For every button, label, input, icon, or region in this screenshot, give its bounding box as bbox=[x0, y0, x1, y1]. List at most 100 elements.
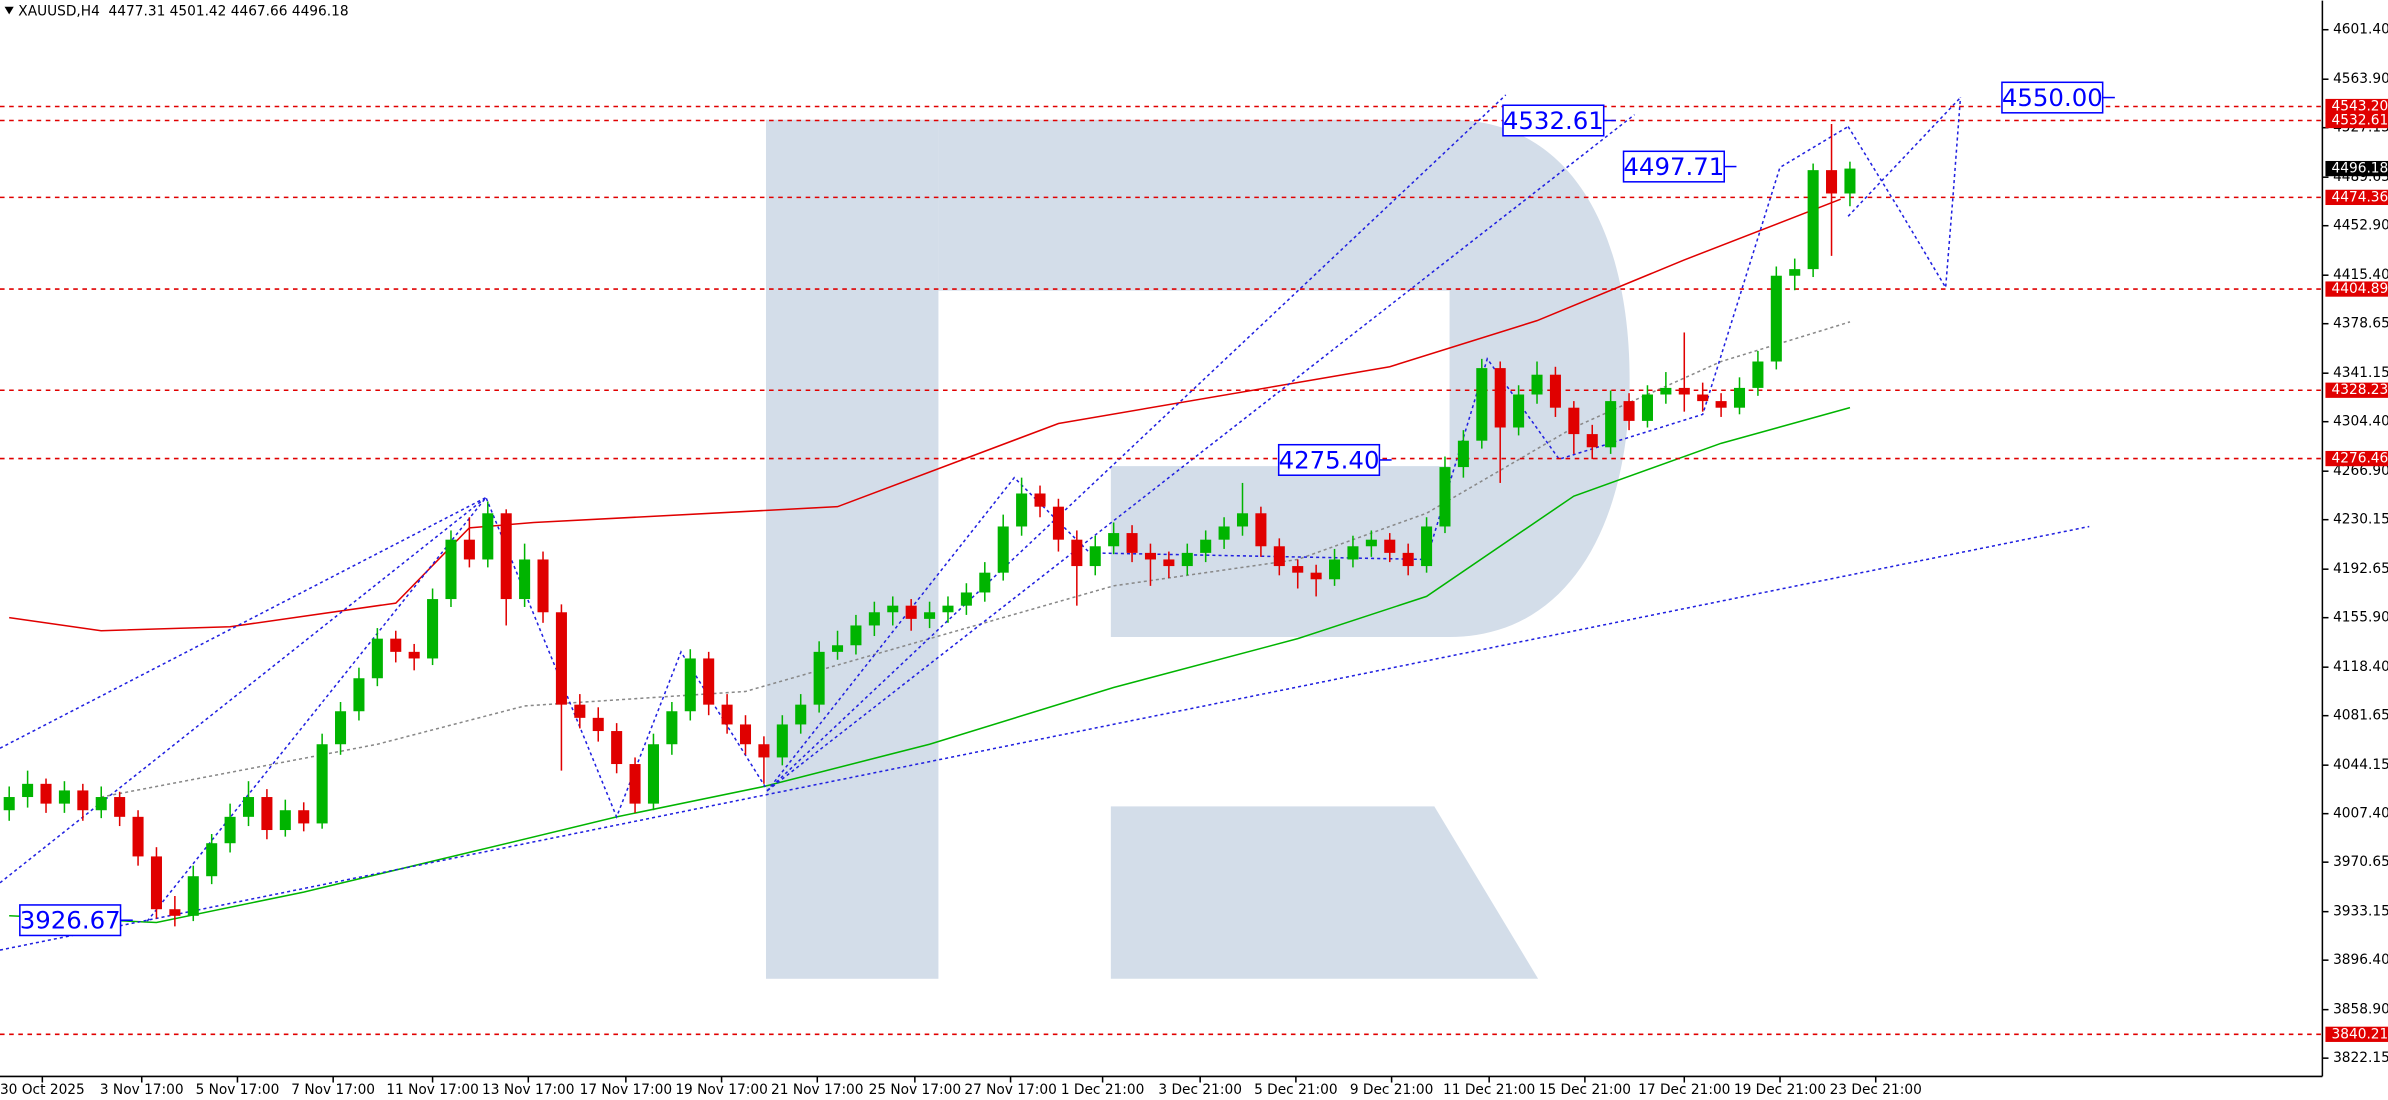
candle-body bbox=[150, 856, 162, 910]
x-tick-label: 25 Nov 17:00 bbox=[869, 1082, 961, 1098]
candle-body bbox=[960, 592, 972, 606]
y-tick-label: 4007.40 bbox=[2333, 806, 2388, 822]
candle-body bbox=[1347, 546, 1359, 560]
candle-body bbox=[114, 797, 126, 817]
candle-body bbox=[427, 599, 439, 659]
candle-body bbox=[905, 605, 917, 619]
candle-body bbox=[1660, 387, 1672, 395]
x-tick-label: 23 Dec 21:00 bbox=[1830, 1082, 1922, 1098]
candle-body bbox=[1641, 394, 1653, 421]
candle-body bbox=[169, 909, 181, 916]
candle-body bbox=[463, 539, 475, 560]
price-axis-bg bbox=[2322, 0, 2388, 1100]
y-tick-label: 4341.15 bbox=[2333, 365, 2388, 381]
candle-body bbox=[1494, 368, 1506, 428]
candle-body bbox=[1752, 361, 1764, 388]
candle-body bbox=[1273, 546, 1285, 567]
candle-body bbox=[592, 717, 604, 732]
candle-body bbox=[1476, 368, 1488, 441]
candle-body bbox=[1144, 552, 1156, 560]
candle-body bbox=[1568, 407, 1580, 435]
candle-body bbox=[1365, 539, 1377, 547]
candle-body bbox=[95, 797, 107, 811]
candle-body bbox=[1457, 440, 1469, 468]
candle-body bbox=[58, 790, 70, 804]
candle-body bbox=[1255, 513, 1267, 547]
candle-body bbox=[187, 876, 199, 916]
candle-body bbox=[555, 612, 567, 705]
watermark-bowl bbox=[938, 119, 1630, 637]
candle-body bbox=[832, 645, 844, 652]
level-tag bbox=[2325, 112, 2388, 129]
level-label: 4328.23 bbox=[2332, 382, 2388, 398]
candle-body bbox=[1697, 394, 1709, 402]
candle-body bbox=[1715, 401, 1727, 408]
candle-body bbox=[316, 744, 328, 824]
candle-body bbox=[279, 810, 291, 831]
candle-body bbox=[979, 572, 991, 593]
candle-body bbox=[1402, 552, 1414, 567]
candle-body bbox=[1034, 493, 1046, 507]
candle-body bbox=[1770, 275, 1782, 362]
annotation-label: 4497.71 bbox=[1623, 152, 1724, 181]
candle-body bbox=[224, 816, 236, 844]
candle-body bbox=[1513, 394, 1525, 428]
candle-body bbox=[1439, 467, 1451, 527]
x-tick-label: 13 Nov 17:00 bbox=[482, 1082, 574, 1098]
candle-body bbox=[1421, 526, 1433, 567]
y-tick-label: 4081.65 bbox=[2333, 708, 2388, 724]
candle-body bbox=[1807, 170, 1819, 270]
candle-body bbox=[40, 783, 52, 804]
level-label: 4276.46 bbox=[2332, 451, 2388, 467]
level-tag bbox=[2325, 281, 2388, 297]
y-tick-label: 4230.15 bbox=[2333, 512, 2388, 528]
candle-body bbox=[1181, 552, 1193, 567]
candle-body bbox=[1016, 493, 1028, 527]
candle-body bbox=[997, 526, 1009, 573]
candle-body bbox=[647, 744, 659, 804]
current-price-tag bbox=[2325, 160, 2388, 177]
candle-body bbox=[1329, 559, 1341, 580]
y-tick-label: 4304.40 bbox=[2333, 414, 2388, 430]
y-tick-label: 3933.15 bbox=[2333, 904, 2388, 920]
level-label: 4474.36 bbox=[2332, 189, 2388, 205]
indicator-line bbox=[766, 94, 1507, 792]
level-label: 3840.21 bbox=[2332, 1026, 2388, 1042]
x-tick-label: 19 Dec 21:00 bbox=[1734, 1082, 1826, 1098]
level-label: 4532.61 bbox=[2332, 113, 2388, 129]
x-tick-label: 11 Nov 17:00 bbox=[386, 1082, 479, 1098]
y-tick-label: 4155.90 bbox=[2333, 610, 2388, 626]
candle-body bbox=[1789, 269, 1801, 276]
y-tick-label: 4378.65 bbox=[2333, 316, 2388, 332]
annotation-label: 4532.61 bbox=[1503, 106, 1604, 135]
candle-body bbox=[1844, 168, 1856, 194]
candle-body bbox=[666, 711, 678, 745]
y-tick-label: 4044.15 bbox=[2333, 757, 2388, 773]
annotation-label: 4550.00 bbox=[2002, 83, 2103, 112]
y-tick-label: 4415.40 bbox=[2333, 267, 2388, 283]
level-tag bbox=[2325, 1026, 2388, 1042]
annotation: 4550.00 bbox=[2001, 81, 2115, 114]
x-tick-label: 3 Nov 17:00 bbox=[100, 1082, 184, 1098]
annotation: 4275.40 bbox=[1277, 443, 1392, 476]
candle-body bbox=[1826, 170, 1838, 194]
candle-body bbox=[445, 539, 457, 600]
x-tick-label: 21 Nov 17:00 bbox=[771, 1082, 864, 1098]
level-label: 4404.89 bbox=[2332, 281, 2388, 297]
candle-body bbox=[371, 638, 383, 679]
candle-body bbox=[519, 559, 531, 600]
y-tick-label: 4266.90 bbox=[2333, 463, 2388, 479]
candle-body bbox=[482, 513, 494, 560]
x-tick-label: 15 Dec 21:00 bbox=[1539, 1082, 1631, 1098]
candle-body bbox=[132, 816, 144, 857]
candle-body bbox=[703, 658, 715, 705]
candle-body bbox=[537, 559, 549, 613]
candle-body bbox=[1733, 387, 1746, 408]
candle-body bbox=[1623, 401, 1635, 421]
level-tag bbox=[2325, 450, 2388, 467]
candle-body bbox=[1126, 533, 1138, 553]
x-tick-label: 9 Dec 21:00 bbox=[1350, 1082, 1434, 1098]
y-tick-label: 4601.40 bbox=[2333, 22, 2388, 38]
candle-body bbox=[353, 678, 365, 712]
